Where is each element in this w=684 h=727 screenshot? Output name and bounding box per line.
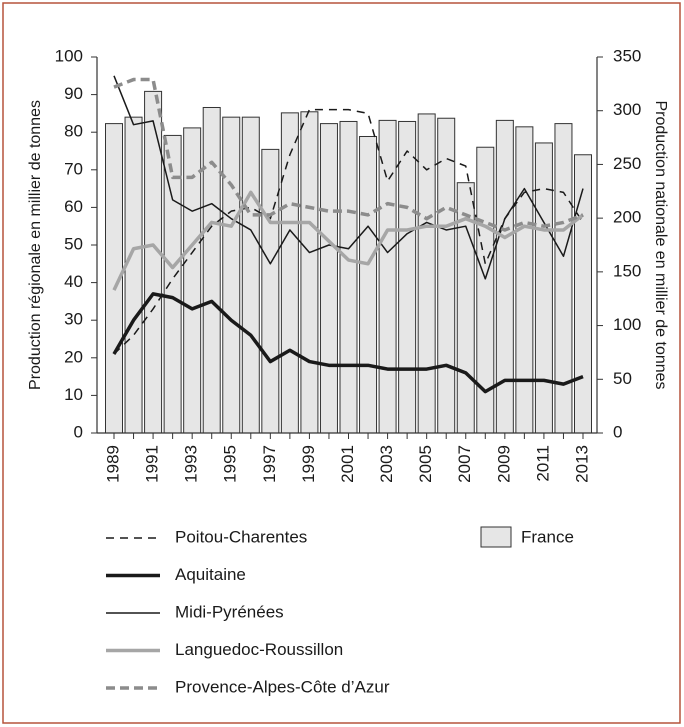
bar <box>183 127 202 434</box>
x-tick-label: 1993 <box>182 445 201 483</box>
bar <box>495 119 514 434</box>
x-tick-label: 1999 <box>299 445 318 483</box>
y-tick-label: 70 <box>64 159 83 178</box>
bar <box>554 123 573 434</box>
legend-label: Midi-Pyrénées <box>175 602 284 621</box>
y2-tick-label: 50 <box>613 369 632 388</box>
x-tick-label: 1991 <box>143 445 162 483</box>
y-axis-title: Production régionale en millier de tonne… <box>27 100 44 390</box>
y-tick-label: 100 <box>55 46 83 65</box>
bar <box>534 142 553 434</box>
bar <box>437 117 456 434</box>
bar <box>300 111 319 434</box>
y-tick-label: 80 <box>64 122 83 141</box>
y2-tick-label: 200 <box>613 208 641 227</box>
bar <box>417 113 436 434</box>
y2-tick-label: 350 <box>613 46 641 65</box>
line <box>113 75 584 280</box>
bar <box>163 134 182 434</box>
bar <box>261 148 280 434</box>
y-tick-label: 50 <box>64 234 83 253</box>
x-tick-label: 2003 <box>377 445 396 483</box>
bar <box>280 112 299 434</box>
x-tick-label: 2001 <box>338 445 357 483</box>
bar <box>359 135 378 434</box>
bar <box>319 123 338 434</box>
y2-tick-label: 100 <box>613 315 641 334</box>
x-tick-label: 2013 <box>572 445 591 483</box>
x-tick-label: 2007 <box>455 445 474 483</box>
y2-tick-label: 150 <box>613 261 641 280</box>
y2-axis-title: Production nationale en millier de tonne… <box>652 100 669 389</box>
x-tick-label: 2005 <box>416 445 435 483</box>
legend-label: Provence-Alpes-Côte d’Azur <box>175 677 390 696</box>
bar <box>339 120 358 434</box>
y2-tick-label: 300 <box>613 100 641 119</box>
bar <box>574 154 592 434</box>
bar <box>515 126 534 434</box>
x-tick-label: 1997 <box>260 445 279 483</box>
y2-tick-label: 0 <box>613 422 622 441</box>
legend-label: Poitou-Charentes <box>175 527 307 546</box>
line <box>113 77 584 232</box>
x-tick-label: 1995 <box>221 445 240 483</box>
y-tick-label: 20 <box>64 347 83 366</box>
y2-tick-label: 250 <box>613 154 641 173</box>
x-tick-label: 2011 <box>533 445 552 482</box>
legend-swatch <box>480 526 512 548</box>
bar <box>398 120 417 434</box>
y-tick-label: 60 <box>64 197 83 216</box>
legend-label: Aquitaine <box>175 565 246 584</box>
legend-label: Languedoc-Roussillon <box>175 640 343 659</box>
x-tick-label: 1989 <box>103 445 122 483</box>
y-tick-label: 30 <box>64 310 83 329</box>
line <box>112 292 584 394</box>
y-tick-label: 40 <box>64 272 83 291</box>
y-tick-label: 0 <box>74 422 83 441</box>
y-tick-label: 10 <box>64 385 83 404</box>
legend-label: France <box>521 527 574 546</box>
bar <box>241 116 260 434</box>
bar <box>378 119 397 434</box>
line <box>112 190 585 291</box>
bar <box>202 106 221 434</box>
bar <box>222 116 241 434</box>
bar <box>124 116 143 434</box>
y-tick-label: 90 <box>64 84 83 103</box>
x-tick-label: 2009 <box>494 445 513 483</box>
